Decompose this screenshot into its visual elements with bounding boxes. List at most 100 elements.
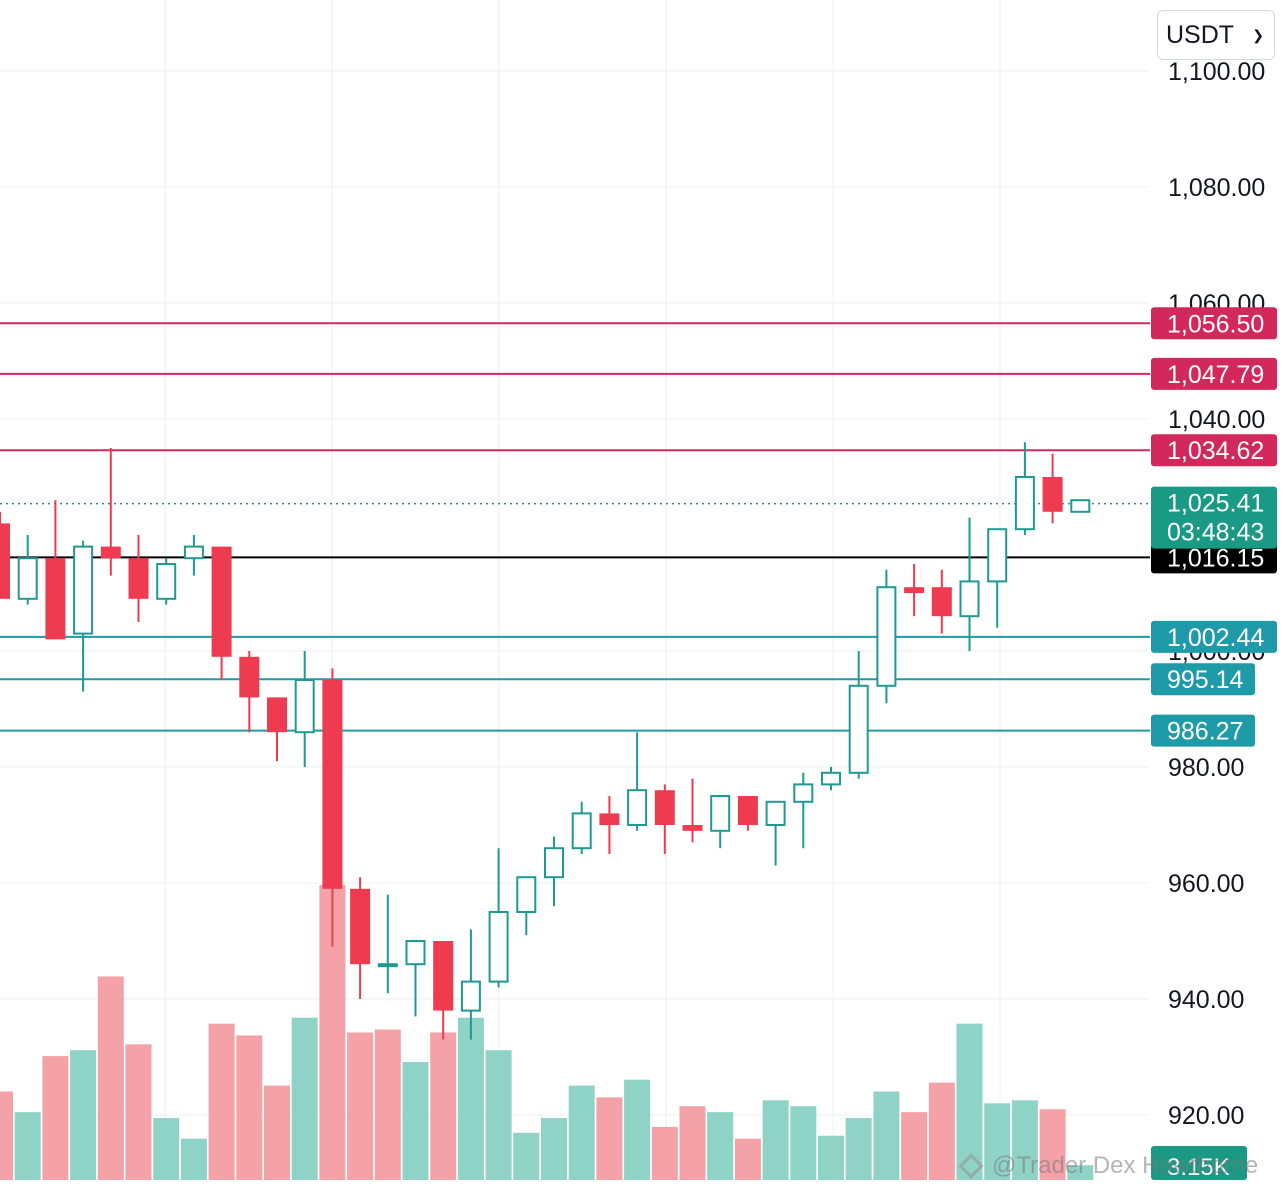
volume-bar <box>984 1103 1011 1180</box>
volume-bar <box>928 1082 955 1180</box>
candle-body <box>737 796 758 825</box>
volume-bar <box>208 1023 235 1180</box>
volume-bar <box>873 1091 900 1180</box>
resistance-label: 1,056.50 <box>1167 310 1264 338</box>
volume-bar <box>651 1126 678 1180</box>
volume-bar <box>291 1017 318 1180</box>
resistance-label: 1,034.62 <box>1167 437 1264 465</box>
volume-bar <box>818 1135 844 1180</box>
candle-body <box>45 558 66 640</box>
candle-body <box>516 876 537 914</box>
support-label: 995.14 <box>1167 666 1244 694</box>
support-label: 1,002.44 <box>1167 624 1264 652</box>
y-tick-label: 960.00 <box>1168 870 1244 898</box>
current-price-bg <box>1151 486 1277 549</box>
reference-label: 1,016.15 <box>1167 544 1264 572</box>
volume-bar <box>485 1050 512 1180</box>
candle-body <box>405 940 426 966</box>
volume-bar <box>374 1029 401 1180</box>
volume-bar <box>0 1091 13 1180</box>
candle-body <box>156 563 177 600</box>
volume-bar <box>734 1138 761 1180</box>
candle-body <box>183 545 204 560</box>
support-label-bg <box>1151 663 1255 696</box>
candle-body <box>654 790 675 825</box>
candle-body <box>544 847 564 879</box>
volume-bar <box>1011 1100 1038 1180</box>
y-tick-label: 980.00 <box>1168 754 1244 782</box>
candle-body <box>710 795 731 832</box>
chevron-down-icon: ❯ <box>1252 26 1264 43</box>
candle-body <box>128 558 149 599</box>
watermark-text: @Trader Dex Hawthorne <box>992 1152 1259 1179</box>
candle-body <box>987 528 1008 583</box>
candle-body <box>267 697 287 733</box>
watermark: @Trader Dex Hawthorne <box>958 1152 1259 1180</box>
candle-body <box>377 963 398 968</box>
resistance-label-bg <box>1151 307 1277 340</box>
volume-bar <box>1067 1165 1094 1180</box>
volume-bar <box>956 1023 983 1180</box>
volume-label: 3.15K <box>1167 1154 1230 1181</box>
volume-bar <box>596 1097 623 1180</box>
volume-bar <box>125 1044 152 1180</box>
y-tick-label: 940.00 <box>1168 986 1244 1014</box>
candle-body <box>904 587 925 593</box>
volume-bar <box>430 1032 457 1180</box>
volume-label-bg <box>1151 1146 1247 1180</box>
candle-body <box>294 679 315 734</box>
volume-bar <box>679 1106 706 1180</box>
y-tick-label: 920.00 <box>1168 1102 1244 1130</box>
candle-body <box>350 888 371 965</box>
candle-body <box>433 941 454 1011</box>
candle-body <box>460 980 481 1012</box>
resistance-label-bg <box>1151 434 1277 467</box>
volume-bar <box>42 1056 69 1180</box>
candle-body <box>1070 499 1091 513</box>
candle-body <box>488 911 509 983</box>
candle-body <box>682 825 703 831</box>
volume-bar <box>1039 1109 1066 1180</box>
resistance-label: 1,047.79 <box>1167 361 1264 389</box>
currency-select[interactable]: USDT ❯ <box>1157 10 1275 60</box>
y-tick-label: 1,100.00 <box>1168 58 1265 86</box>
volume-bar <box>541 1118 567 1180</box>
candle-body <box>821 771 841 786</box>
volume-bar <box>97 976 124 1180</box>
volume-bar <box>762 1100 789 1180</box>
candle-body <box>0 523 10 599</box>
candle-body <box>793 783 814 803</box>
volume-bar <box>707 1112 734 1180</box>
candle-body <box>876 586 897 687</box>
candle-body <box>211 546 232 657</box>
volume-bar <box>236 1035 263 1180</box>
volume-bar <box>153 1118 180 1180</box>
candle-body <box>73 545 94 635</box>
volume-bar <box>180 1138 207 1180</box>
reference-label-bg <box>1151 541 1277 574</box>
support-label-bg <box>1151 620 1277 653</box>
volume-bar <box>264 1085 290 1180</box>
support-label: 986.27 <box>1167 718 1243 746</box>
volume-bar <box>845 1118 872 1180</box>
candle-body <box>1014 476 1035 531</box>
countdown-label: 03:48:43 <box>1167 519 1264 547</box>
candle-body <box>1042 477 1063 512</box>
candle-body <box>848 684 869 774</box>
candle-body <box>100 546 121 559</box>
candle-body <box>239 656 260 698</box>
y-tick-label: 1,080.00 <box>1168 174 1265 202</box>
volume-bar <box>790 1106 817 1180</box>
y-tick-label: 1,040.00 <box>1168 406 1265 434</box>
volume-bar <box>513 1132 540 1180</box>
volume-bar <box>347 1032 374 1180</box>
currency-label: USDT <box>1166 20 1235 49</box>
volume-bar <box>70 1050 97 1180</box>
volume-bar <box>568 1085 595 1180</box>
volume-bar <box>901 1112 928 1180</box>
volume-bar <box>457 1017 484 1180</box>
resistance-label-bg <box>1151 357 1277 390</box>
volume-bar <box>14 1112 41 1180</box>
support-label-bg <box>1151 714 1255 747</box>
